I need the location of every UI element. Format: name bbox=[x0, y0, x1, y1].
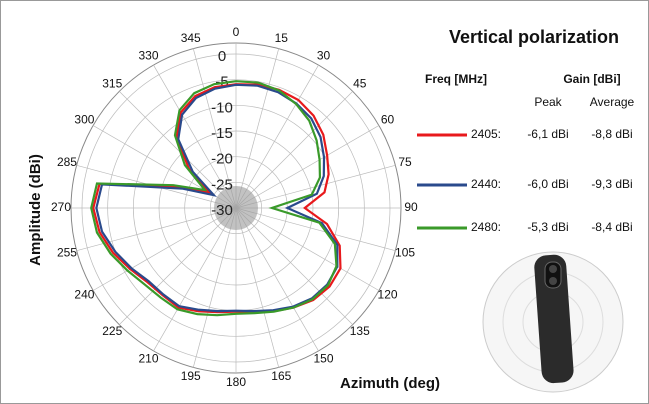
theta-tick-label: 210 bbox=[138, 352, 158, 366]
theta-tick-label: 30 bbox=[317, 49, 331, 63]
theta-tick-label: 75 bbox=[398, 155, 412, 169]
theta-tick-label: 0 bbox=[233, 25, 240, 39]
theta-tick-label: 345 bbox=[181, 31, 201, 45]
theta-tick-label: 60 bbox=[381, 113, 395, 127]
theta-tick-label: 90 bbox=[404, 200, 418, 214]
legend-header: Freq [MHz] bbox=[425, 72, 487, 86]
theta-tick-label: 240 bbox=[74, 288, 94, 302]
theta-tick-label: 120 bbox=[378, 288, 398, 302]
r-tick-label: -15 bbox=[211, 125, 233, 142]
legend-header: Average bbox=[590, 95, 635, 109]
theta-tick-label: 150 bbox=[313, 352, 333, 366]
center-shade bbox=[214, 186, 258, 230]
peak-label: -6,0 dBi bbox=[527, 177, 568, 191]
series-line bbox=[90, 80, 338, 317]
theta-tick-label: 300 bbox=[74, 113, 94, 127]
theta-tick-label: 270 bbox=[51, 200, 71, 214]
theta-tick-label: 255 bbox=[57, 245, 77, 259]
grid-line bbox=[235, 91, 353, 209]
average-label: -9,3 dBi bbox=[591, 177, 632, 191]
antenna-photo bbox=[482, 251, 624, 393]
phone-body bbox=[534, 254, 574, 384]
legend-label: 2480: bbox=[471, 220, 501, 234]
grid-line bbox=[235, 207, 380, 291]
theta-tick-label: 45 bbox=[353, 76, 367, 90]
grid-line bbox=[119, 91, 237, 209]
grid-line bbox=[192, 207, 237, 368]
x-axis-title: Azimuth (deg) bbox=[340, 375, 440, 392]
legend-label: 2405: bbox=[471, 127, 501, 141]
theta-tick-label: 15 bbox=[275, 31, 289, 45]
grid-line bbox=[235, 48, 280, 209]
theta-tick-label: 135 bbox=[350, 324, 370, 338]
phone-lens bbox=[549, 277, 557, 285]
grid-line bbox=[235, 207, 280, 368]
r-tick-label: -10 bbox=[211, 99, 233, 116]
theta-tick-label: 315 bbox=[102, 76, 122, 90]
grid-line bbox=[192, 48, 237, 209]
grid-line bbox=[153, 64, 237, 209]
phone-camera bbox=[544, 261, 562, 289]
r-tick-label: -30 bbox=[211, 202, 233, 219]
chart-title: Vertical polarization bbox=[449, 27, 619, 47]
legend-label: 2440: bbox=[471, 177, 501, 191]
legend-header: Gain [dBi] bbox=[563, 72, 620, 86]
theta-tick-label: 180 bbox=[226, 375, 246, 389]
theta-tick-label: 225 bbox=[102, 324, 122, 338]
grid-line bbox=[235, 125, 380, 209]
r-tick-label: 0 bbox=[218, 48, 226, 65]
peak-label: -5,3 dBi bbox=[527, 220, 568, 234]
theta-tick-label: 330 bbox=[138, 49, 158, 63]
r-tick-label: -25 bbox=[211, 176, 233, 193]
peak-label: -6,1 dBi bbox=[527, 127, 568, 141]
average-label: -8,4 dBi bbox=[591, 220, 632, 234]
grid-line bbox=[92, 207, 237, 291]
grid-line bbox=[235, 207, 319, 352]
theta-tick-label: 195 bbox=[181, 369, 201, 383]
phone-lens bbox=[549, 265, 557, 273]
legend-header: Peak bbox=[534, 95, 562, 109]
series-line bbox=[95, 83, 339, 313]
r-tick-label: -20 bbox=[211, 151, 233, 168]
grid-line bbox=[119, 207, 237, 325]
grid-line bbox=[235, 64, 319, 209]
grid-line bbox=[153, 207, 237, 352]
average-label: -8,8 dBi bbox=[591, 127, 632, 141]
theta-tick-label: 165 bbox=[271, 369, 291, 383]
theta-tick-label: 105 bbox=[395, 245, 415, 259]
theta-tick-label: 285 bbox=[57, 155, 77, 169]
y-axis-title: Amplitude (dBi) bbox=[27, 154, 44, 266]
grid-line bbox=[235, 207, 353, 325]
grid-line bbox=[235, 207, 396, 252]
